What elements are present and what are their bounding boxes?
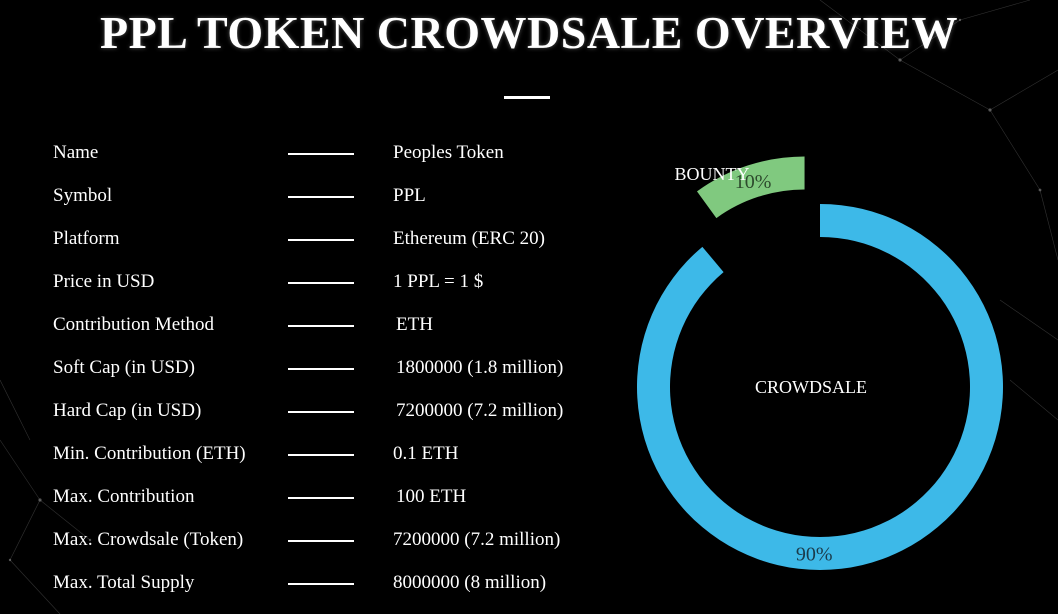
- detail-value: PPL: [393, 185, 426, 206]
- detail-separator: [288, 583, 354, 585]
- detail-value: 7200000 (7.2 million): [396, 400, 564, 421]
- detail-value: 100 ETH: [396, 486, 467, 507]
- token-distribution-donut-chart: CROWDSALE 90% 10% BOUNTY: [620, 150, 1020, 570]
- detail-value: 7200000 (7.2 million): [393, 529, 561, 550]
- detail-label: Max. Total Supply: [53, 572, 195, 593]
- detail-row-min-contribution: Min. Contribution (ETH) 0.1 ETH: [0, 433, 620, 476]
- detail-separator: [288, 497, 354, 499]
- detail-label: Hard Cap (in USD): [53, 400, 202, 421]
- detail-label: Platform: [53, 228, 120, 249]
- detail-value: ETH: [396, 314, 433, 335]
- detail-row-hard-cap: Hard Cap (in USD) 7200000 (7.2 million): [0, 390, 620, 433]
- detail-value: 0.1 ETH: [393, 443, 459, 464]
- detail-row-platform: Platform Ethereum (ERC 20): [0, 218, 620, 261]
- crowdsale-label: CROWDSALE: [755, 377, 867, 397]
- detail-separator: [288, 282, 354, 284]
- detail-row-name: Name Peoples Token: [0, 132, 620, 175]
- detail-row-symbol: Symbol PPL: [0, 175, 620, 218]
- detail-label: Max. Crowdsale (Token): [53, 529, 244, 550]
- detail-row-max-total-supply: Max. Total Supply 8000000 (8 million): [0, 562, 620, 605]
- detail-label: Soft Cap (in USD): [53, 357, 195, 378]
- detail-label: Contribution Method: [53, 314, 214, 335]
- detail-row-max-contribution: Max. Contribution 100 ETH: [0, 476, 620, 519]
- bounty-label: BOUNTY: [675, 164, 750, 184]
- detail-separator: [288, 411, 354, 413]
- detail-separator: [288, 368, 354, 370]
- detail-value: 1 PPL = 1 $: [393, 271, 484, 292]
- detail-separator: [288, 153, 354, 155]
- detail-separator: [288, 196, 354, 198]
- detail-value: 8000000 (8 million): [393, 572, 547, 593]
- detail-value: Ethereum (ERC 20): [393, 228, 545, 249]
- title-underline: [504, 96, 550, 99]
- page-title: PPL TOKEN CROWDSALE OVERVIEW: [99, 7, 958, 58]
- bounty-percent-label: 10%: [735, 171, 772, 193]
- detail-label: Max. Contribution: [53, 486, 195, 507]
- detail-label: Symbol: [53, 185, 113, 206]
- detail-row-contribution-method: Contribution Method ETH: [0, 304, 620, 347]
- detail-separator: [288, 540, 354, 542]
- detail-value: 1800000 (1.8 million): [396, 357, 564, 378]
- slice-bounty: [696, 156, 805, 219]
- detail-row-price: Price in USD 1 PPL = 1 $: [0, 261, 620, 304]
- detail-separator: [288, 325, 354, 327]
- detail-label: Price in USD: [53, 271, 155, 292]
- detail-label: Name: [53, 142, 99, 163]
- donut-chart-svg: CROWDSALE 90% 10%BOUNTY: [636, 156, 1003, 570]
- crowdsale-percent-label: 90%: [796, 543, 833, 565]
- detail-value: Peoples Token: [393, 142, 504, 163]
- detail-row-max-crowdsale: Max. Crowdsale (Token) 7200000 (7.2 mill…: [0, 519, 620, 562]
- detail-separator: [288, 454, 354, 456]
- detail-separator: [288, 239, 354, 241]
- detail-label: Min. Contribution (ETH): [53, 443, 246, 464]
- detail-row-soft-cap: Soft Cap (in USD) 1800000 (1.8 million): [0, 347, 620, 390]
